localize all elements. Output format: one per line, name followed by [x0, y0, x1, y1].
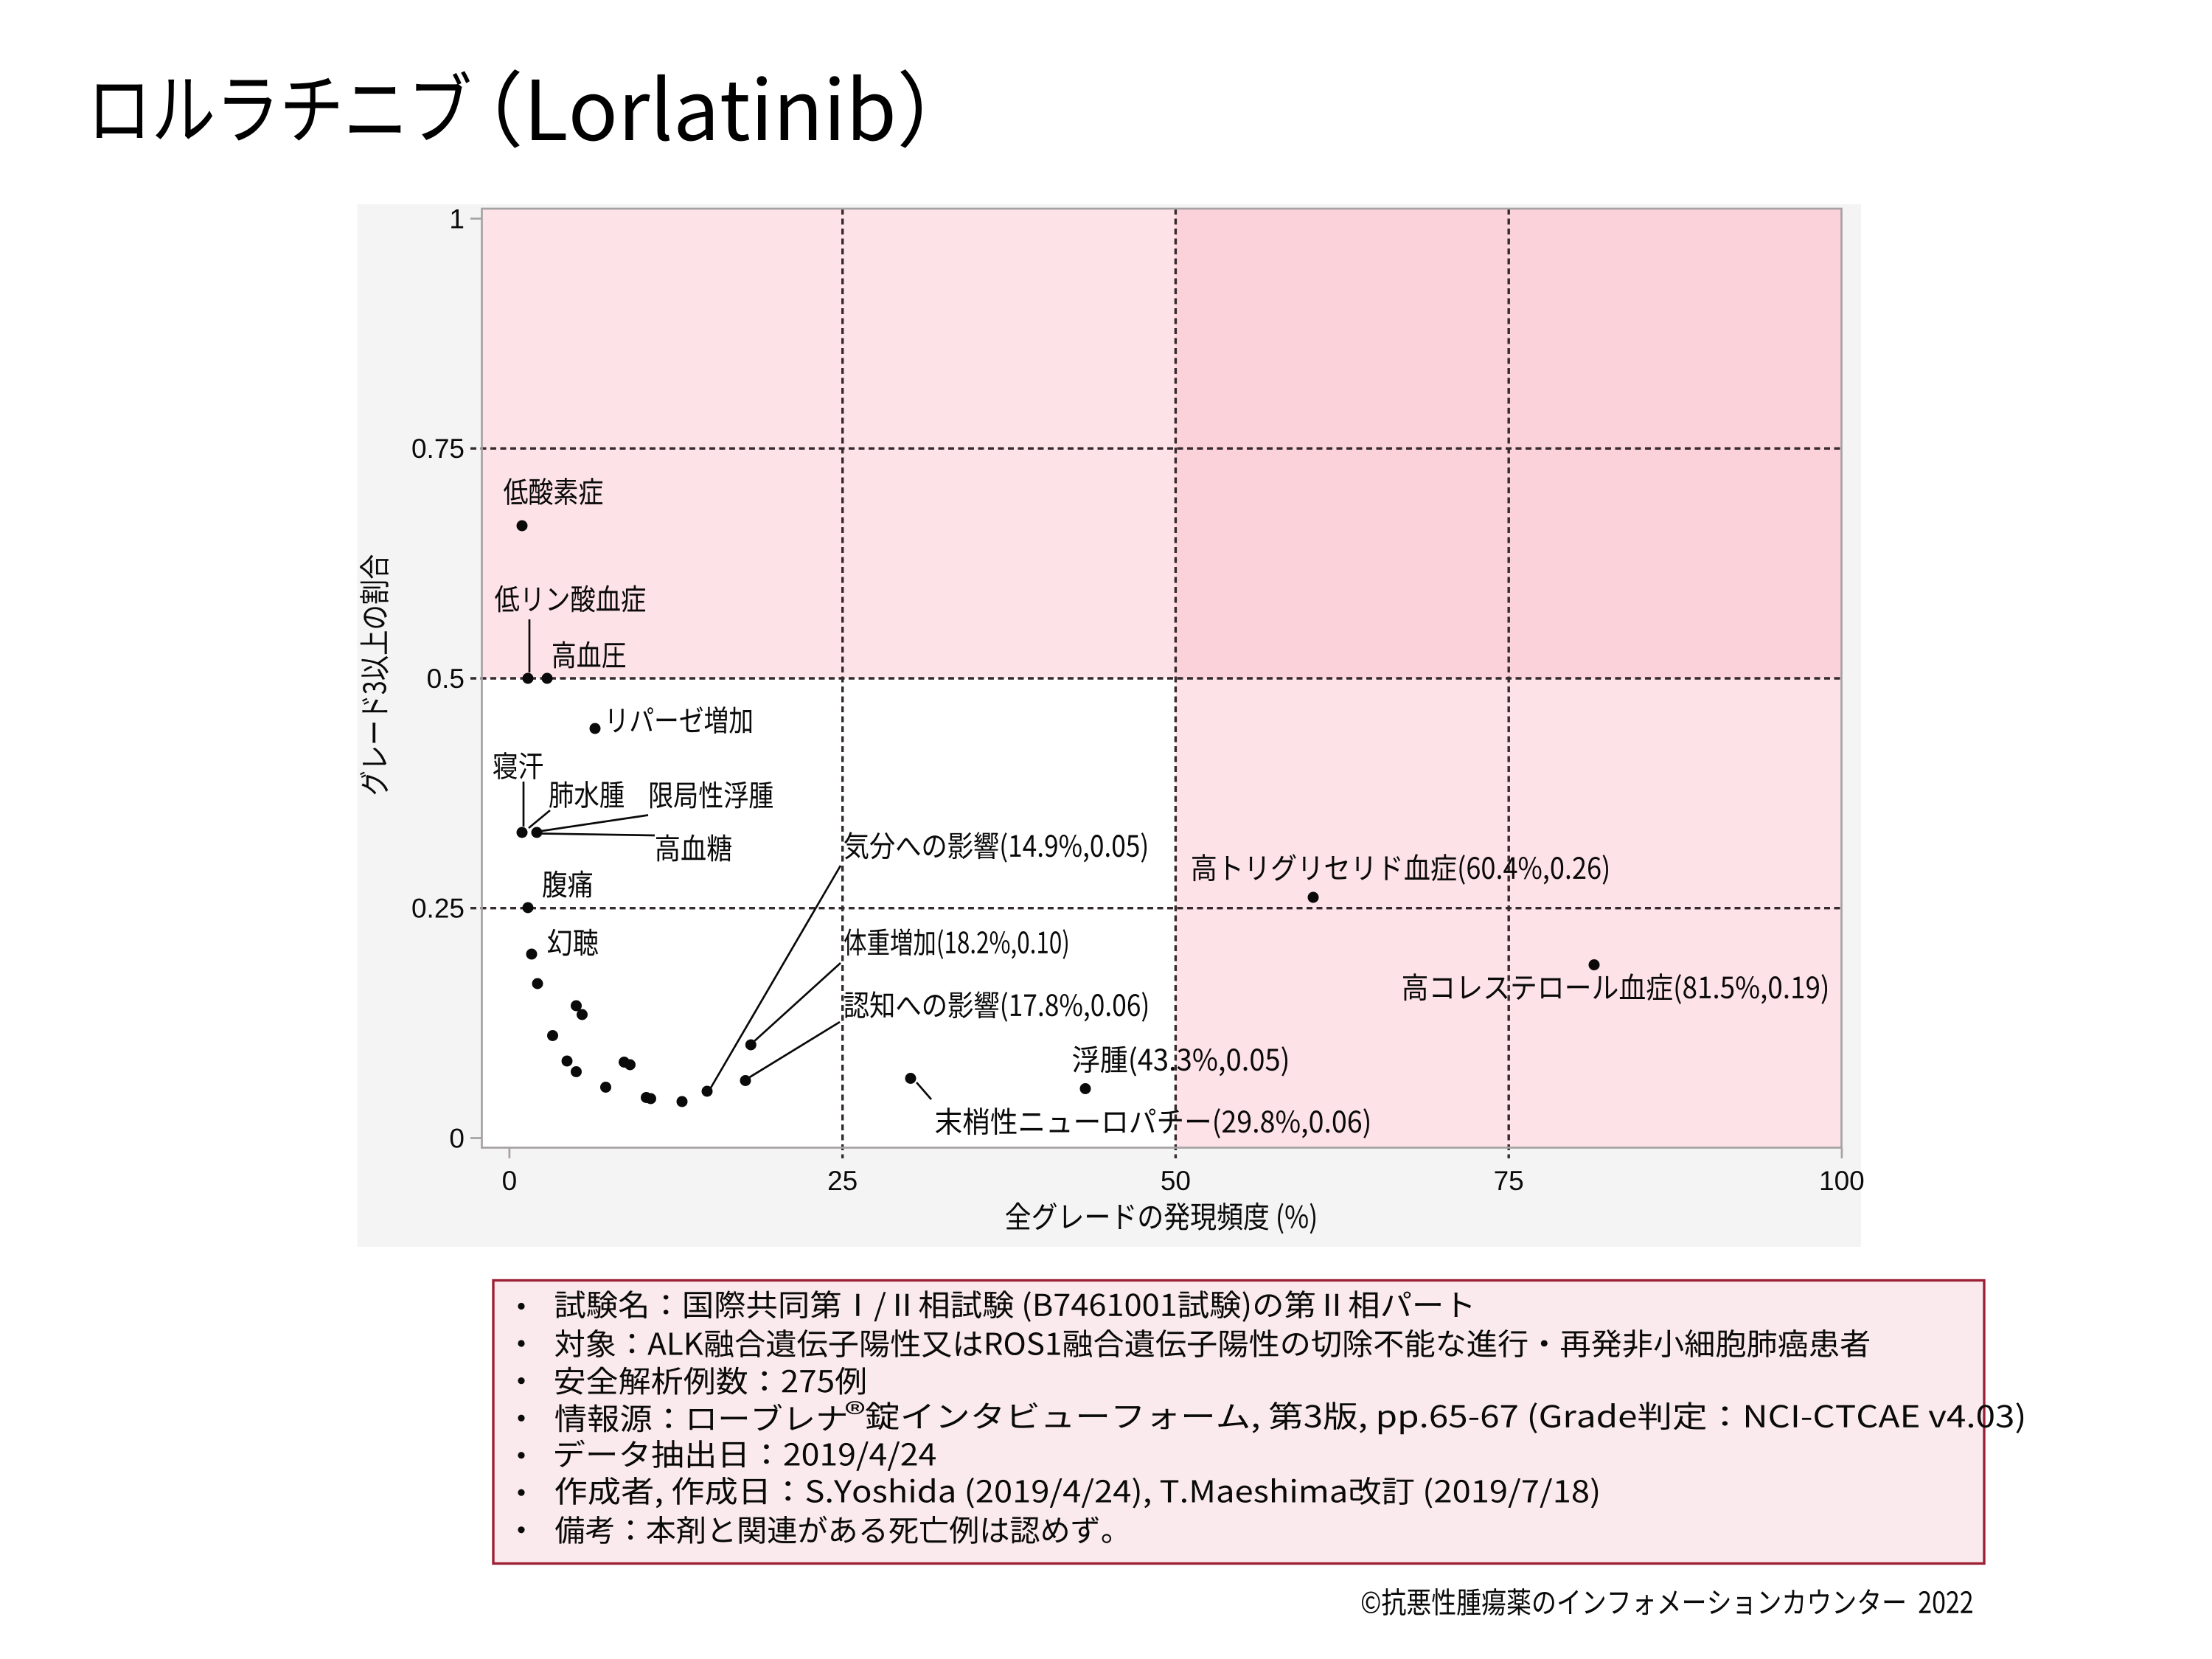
- svg-text:1: 1: [449, 204, 465, 234]
- svg-text:100: 100: [1819, 1166, 1865, 1196]
- svg-text:25: 25: [827, 1166, 858, 1196]
- svg-text:50: 50: [1161, 1166, 1191, 1196]
- svg-text:0.5: 0.5: [427, 664, 465, 694]
- svg-text:0.25: 0.25: [411, 894, 465, 924]
- svg-text:0.75: 0.75: [411, 434, 465, 464]
- svg-text:0: 0: [449, 1124, 465, 1154]
- svg-text:75: 75: [1494, 1166, 1524, 1196]
- svg-text:0: 0: [502, 1166, 518, 1196]
